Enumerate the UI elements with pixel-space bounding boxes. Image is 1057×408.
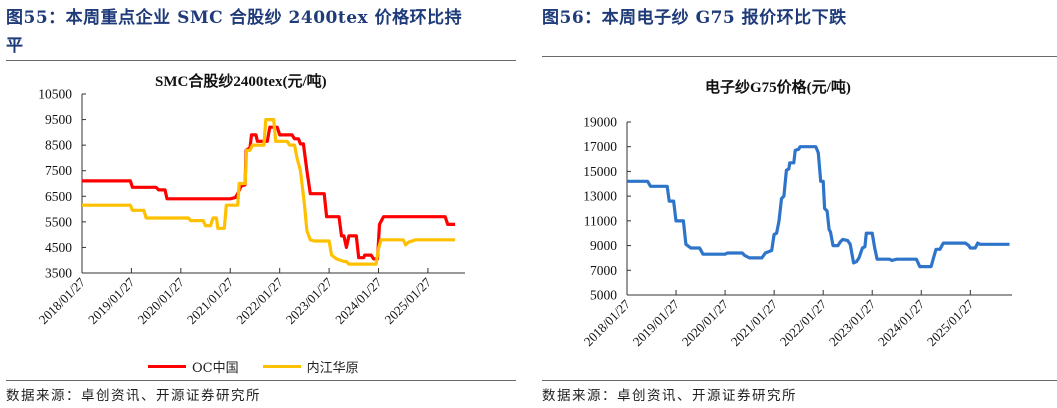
left-figure-title-line1: 图55：本周重点企业 SMC 合股纱 2400tex 价格环比持 [6,8,463,28]
right-bottom-rule [542,380,1057,381]
y-tick-label: 9500 [45,112,72,127]
x-tick-label: 2021/01/27 [184,274,237,327]
left-source-note: 数据来源：卓创资讯、开源证券研究所 [6,388,261,404]
x-tick-label: 2023/01/27 [283,274,336,327]
x-tick-label: 2023/01/27 [826,296,879,349]
series-line-电子纱G75 [627,145,1010,269]
x-tick-label: 2019/01/27 [630,296,683,349]
y-tick-label: 19000 [583,115,617,130]
x-tick-label: 2020/01/27 [134,274,187,327]
legend-label-oc-china: OC中国 [192,361,239,376]
left-top-rule [6,60,516,61]
x-tick-label: 2022/01/27 [777,296,830,349]
y-tick-label: 5500 [45,214,72,229]
right-source-note: 数据来源：卓创资讯、开源证券研究所 [542,388,797,404]
y-tick-label: 11000 [584,213,617,228]
x-tick-label: 2022/01/27 [233,274,286,327]
x-tick-label: 2025/01/27 [924,296,977,349]
left-chart-legend: OC中国 内江华原 [148,357,359,376]
y-tick-label: 8500 [45,138,72,153]
y-tick-label: 9000 [590,238,617,253]
x-tick-label: 2024/01/27 [875,296,928,349]
y-tick-label: 13000 [583,189,617,204]
series-line-内江华原 [82,117,456,266]
legend-swatch-oc-china [148,365,186,368]
y-tick-label: 5000 [590,288,617,303]
y-tick-label: 4500 [45,240,72,255]
x-tick-label: 2018/01/27 [581,296,634,349]
y-tick-label: 15000 [583,164,617,179]
y-tick-label: 7500 [45,163,72,178]
y-tick-label: 6500 [45,189,72,204]
series-line-OC中国 [82,125,456,261]
x-tick-label: 2024/01/27 [332,274,385,327]
legend-swatch-neijiang-huayuan [262,365,301,368]
x-tick-label: 2019/01/27 [85,274,138,327]
left-chart-title: SMC合股纱2400tex(元/吨) [155,74,327,90]
right-figure-title: 图56：本周电子纱 G75 报价环比下跌 [542,4,847,32]
left-bottom-rule [6,380,516,381]
x-tick-label: 2020/01/27 [679,296,732,349]
right-chart-plot: 1900017000150001300011000900070005000201… [581,115,1012,349]
right-top-rule [542,56,1057,57]
x-tick-label: 2018/01/27 [36,274,89,327]
left-figure-title: 图55：本周重点企业 SMC 合股纱 2400tex 价格环比持 平 [6,4,462,60]
y-tick-label: 10500 [38,87,72,102]
x-tick-label: 2025/01/27 [382,274,435,327]
left-figure-title-line2: 平 [6,36,24,56]
left-chart-plot: 10500 9500 8500 7500 6500 5500 4500 35002018/01… [36,87,465,327]
legend-label-neijiang-huayuan: 内江华原 [306,361,359,376]
right-figure-title-line1: 图56：本周电子纱 G75 报价环比下跌 [542,8,847,28]
y-tick-label: 7000 [590,263,617,278]
y-tick-label: 3500 [45,266,72,281]
y-tick-label: 17000 [583,139,617,154]
right-chart-title: 电子纱G75价格(元/吨) [705,80,851,96]
x-tick-label: 2021/01/27 [728,296,781,349]
